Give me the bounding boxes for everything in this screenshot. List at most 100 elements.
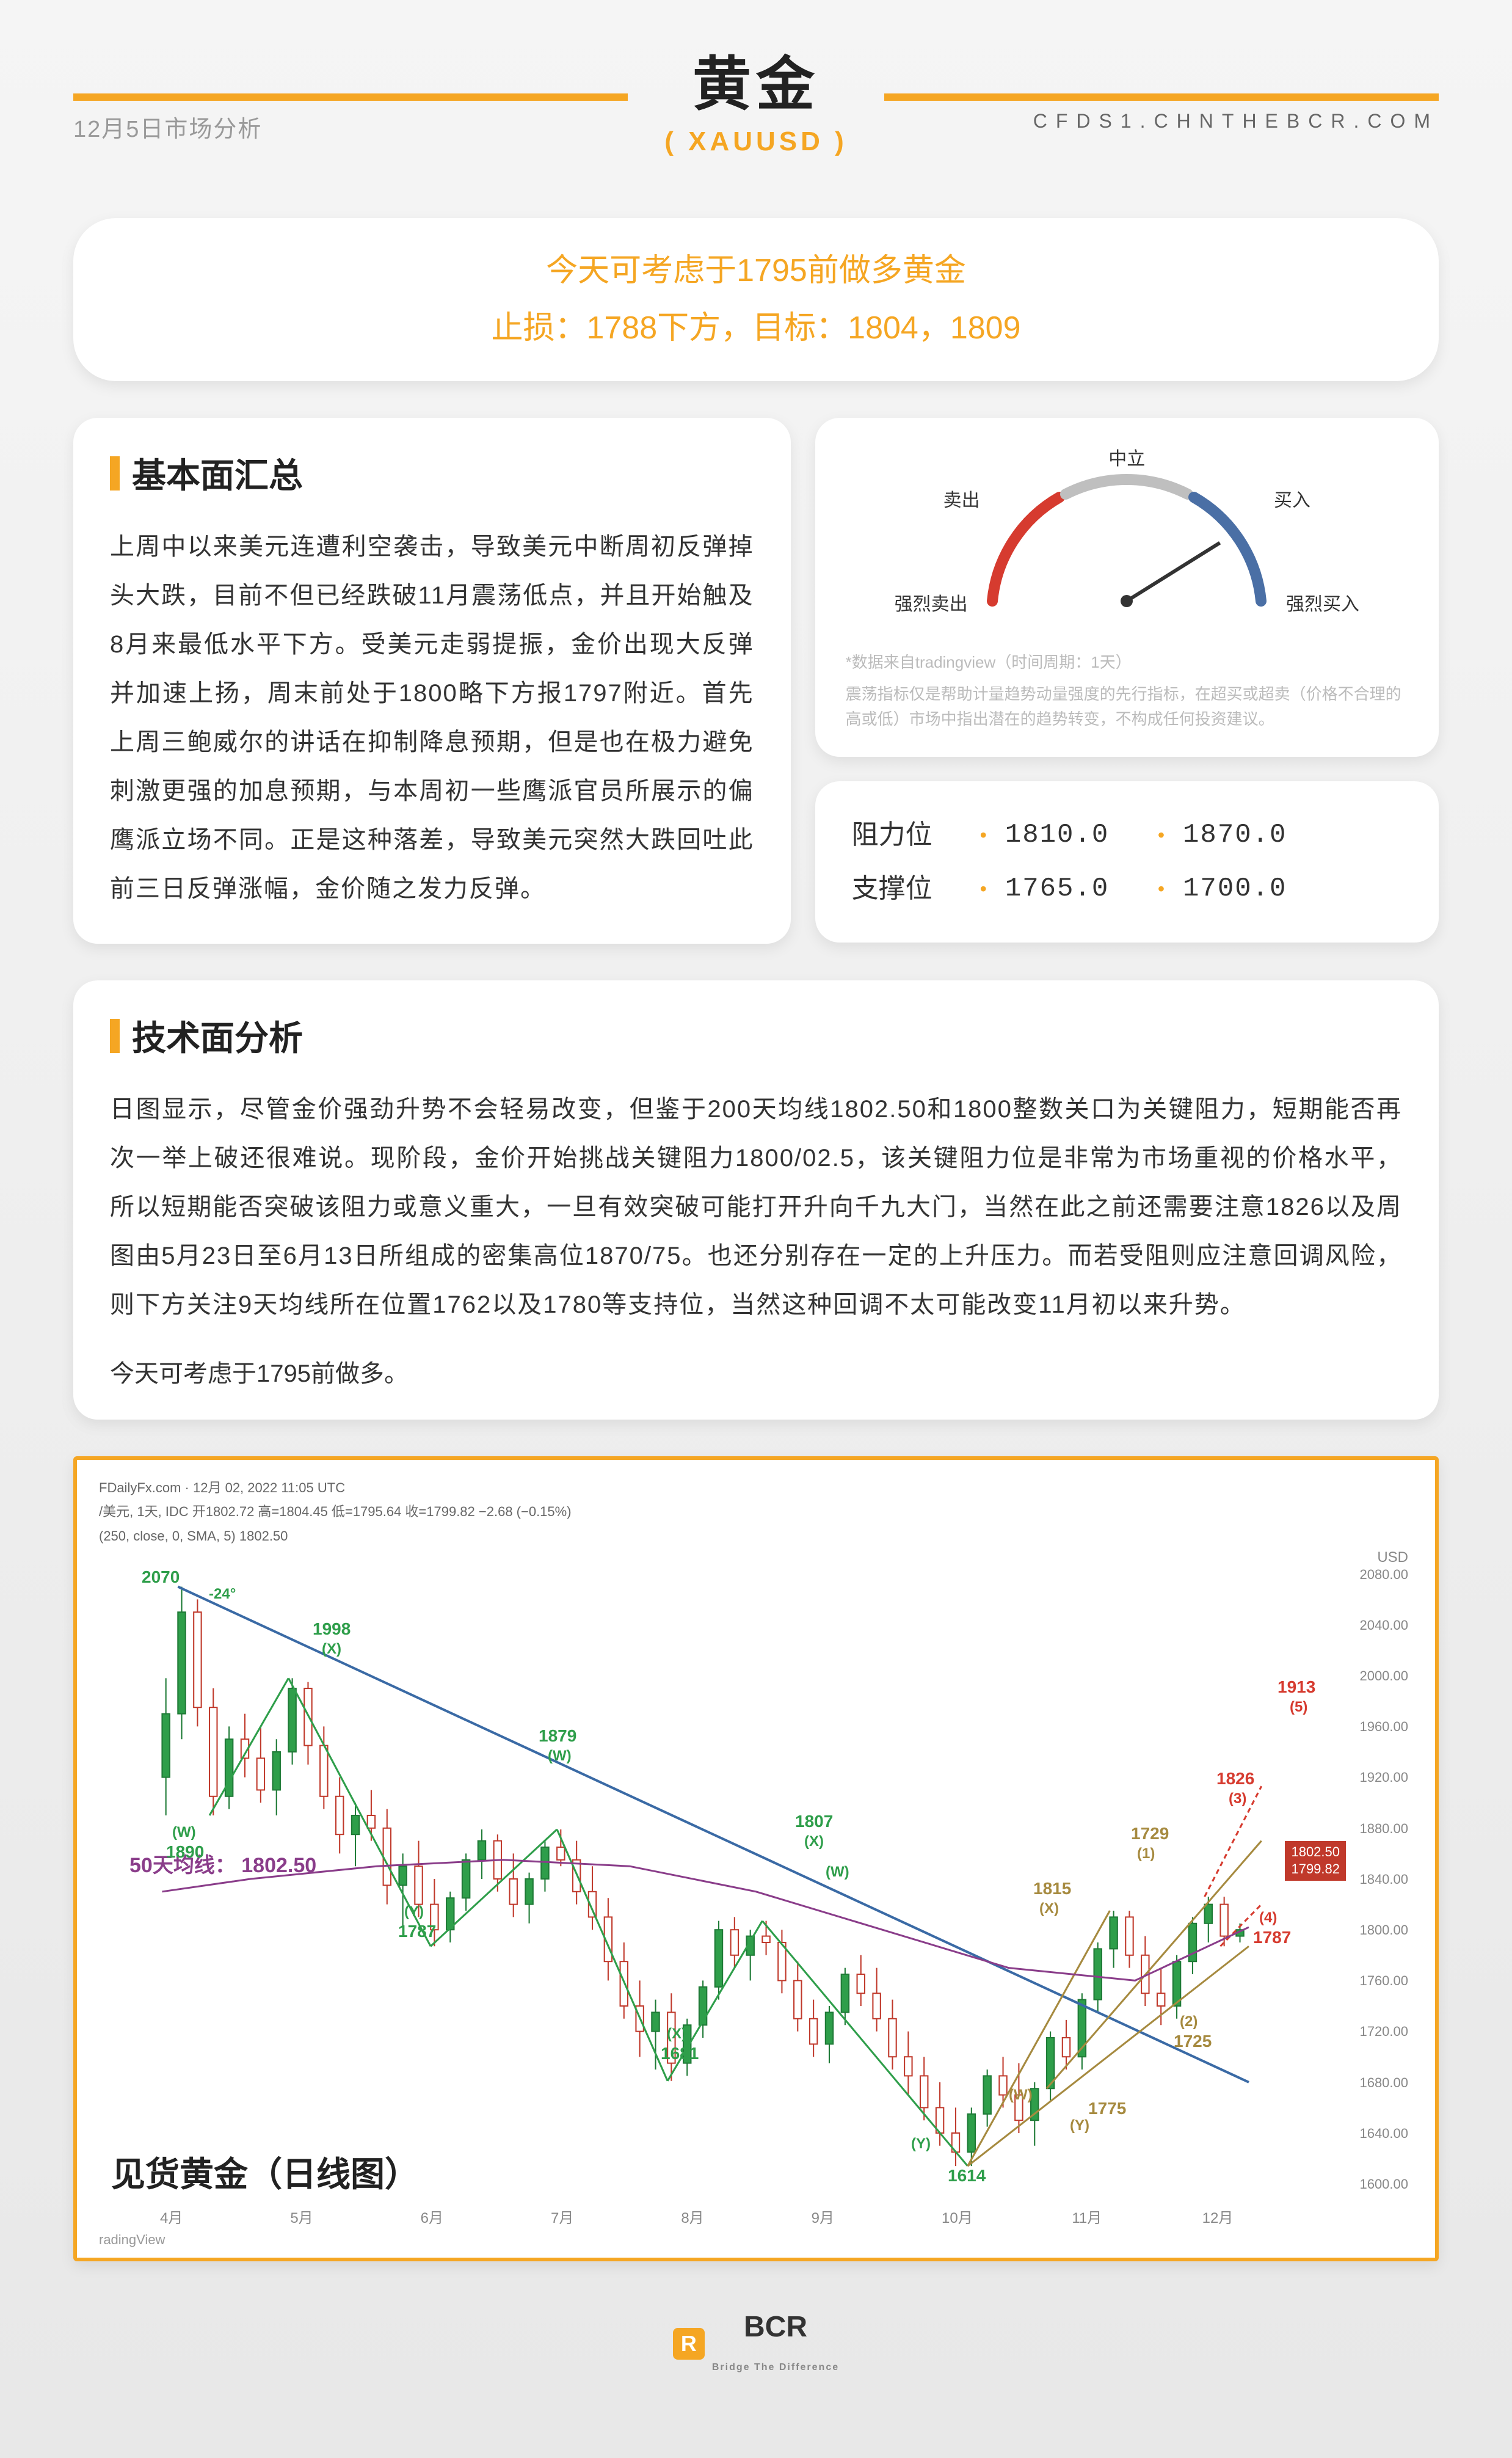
resistance-row: 阻力位 • 1810.0 • 1870.0 — [852, 808, 1402, 862]
chart-card: FDailyFx.com · 12月 02, 2022 11:05 UTC /美… — [73, 1456, 1439, 2261]
gauge-label-buy: 买入 — [1274, 485, 1310, 512]
ma-label: 50天均线： 1802.50 — [129, 1848, 316, 1878]
x-tick: 11月 — [1072, 2206, 1102, 2227]
header-rule-left — [73, 93, 628, 101]
brand-name: BCR — [744, 2311, 807, 2343]
chart-annotation: 1614 — [948, 2166, 986, 2186]
chart-annotation: 1826 — [1216, 1769, 1254, 1789]
page-header: 黄金 ( XAUUSD ) 12月5日市场分析 CFDS1.CHNTHEBCR.… — [73, 37, 1439, 157]
header-title-block: 黄金 ( XAUUSD ) — [628, 37, 884, 157]
y-tick: 1920.00 — [1359, 1770, 1408, 1785]
chart-annotation: 1879 — [539, 1726, 576, 1746]
chart-annotation: (3) — [1229, 1790, 1246, 1807]
y-tick: 2000.00 — [1359, 1668, 1408, 1684]
y-tick: 1680.00 — [1359, 2075, 1408, 2091]
gauge-svg — [937, 448, 1316, 632]
x-tick: 9月 — [812, 2206, 834, 2227]
candlestick-svg — [99, 1549, 1413, 2245]
gauge-label-strong-sell: 强烈卖出 — [895, 589, 968, 616]
technical-body: 日图显示，尽管金价强劲升势不会轻易改变，但鉴于200天均线1802.50和180… — [110, 1085, 1402, 1329]
y-tick: 1760.00 — [1359, 1973, 1408, 1989]
chart-annotation: (Y) — [911, 2135, 931, 2153]
price-box-2: 1799.82 — [1291, 1861, 1340, 1878]
chart-annotation: 1725 — [1174, 2032, 1212, 2051]
chart-annotation: 1775 — [1088, 2099, 1126, 2118]
resistance-1: 1810.0 — [1005, 808, 1139, 862]
y-tick: 1880.00 — [1359, 1821, 1408, 1837]
chart-annotation: (W) — [548, 1748, 572, 1765]
chart-annotation: 1807 — [795, 1812, 833, 1831]
chart-annotation: (4) — [1259, 1909, 1277, 1927]
fundamentals-body: 上周中以来美元连遭利空袭击，导致美元中断周初反弹掉头大跌，目前不但已经跌破11月… — [110, 522, 754, 913]
resistance-label: 阻力位 — [852, 808, 962, 862]
y-tick: 1600.00 — [1359, 2176, 1408, 2192]
x-tick: 7月 — [551, 2206, 573, 2227]
gauge-wrap: 中立 卖出 买入 强烈卖出 强烈买入 — [846, 448, 1408, 644]
gauge-label-neutral: 中立 — [1108, 443, 1145, 470]
chart-annotation: 1998 — [313, 1619, 351, 1639]
y-tick: 1840.00 — [1359, 1872, 1408, 1887]
chart-annotation: 1787 — [1253, 1928, 1291, 1947]
brand-icon: R — [673, 2328, 705, 2360]
chart-annotation: (X) — [804, 1833, 824, 1850]
bullet-icon: • — [980, 869, 987, 908]
x-tick: 6月 — [421, 2206, 443, 2227]
y-tick: 2080.00 — [1359, 1567, 1408, 1583]
chart-annotation: 1729 — [1131, 1824, 1169, 1844]
header-rule-right — [884, 93, 1439, 101]
levels-card: 阻力位 • 1810.0 • 1870.0 支撑位 • 1765.0 • 170… — [815, 781, 1439, 943]
gauge-note-2: 震荡指标仅是帮助计量趋势动量强度的先行指标，在超买或超卖（价格不合理的高或低）市… — [846, 682, 1408, 732]
x-tick: 5月 — [290, 2206, 313, 2227]
chart-annotation: (X) — [322, 1641, 341, 1658]
y-tick: 2040.00 — [1359, 1617, 1408, 1633]
chart-annotation: (W) — [172, 1824, 196, 1841]
chart-annotation: (Y) — [404, 1903, 424, 1920]
technical-card: 技术面分析 日图显示，尽管金价强劲升势不会轻易改变，但鉴于200天均线1802.… — [73, 980, 1439, 1420]
fundamentals-card: 基本面汇总 上周中以来美元连遭利空袭击，导致美元中断周初反弹掉头大跌，目前不但已… — [73, 418, 791, 944]
tradingview-credit: radingView — [99, 2232, 165, 2248]
x-tick: 8月 — [681, 2206, 703, 2227]
chart-annotation: (X) — [1039, 1900, 1059, 1917]
chart-annotation: (W) — [826, 1864, 849, 1881]
chart-annotation: (5) — [1290, 1699, 1307, 1716]
chart-annotation: -24° — [209, 1586, 236, 1603]
chart-annotation: 1913 — [1278, 1677, 1315, 1697]
title-main: 黄金 — [664, 37, 848, 122]
x-tick: 4月 — [160, 2206, 183, 2227]
chart-annotation: 2070 — [142, 1567, 180, 1587]
price-box-1: 1802.50 — [1291, 1844, 1340, 1861]
report-date: 12月5日市场分析 — [73, 110, 262, 144]
chart-area: USD 见货黄金（日线图） 50天均线： 1802.50 1802.50 179… — [99, 1549, 1413, 2245]
bullet-icon: • — [1158, 869, 1165, 908]
x-tick: 12月 — [1202, 2206, 1234, 2227]
y-axis-label: USD — [1377, 1549, 1408, 1566]
chart-annotation: 1890 — [166, 1842, 204, 1862]
resistance-2: 1870.0 — [1183, 808, 1317, 862]
y-tick: 1720.00 — [1359, 2024, 1408, 2040]
bullet-icon: • — [1158, 815, 1165, 855]
two-column-section: 基本面汇总 上周中以来美元连遭利空袭击，导致美元中断周初反弹掉头大跌，目前不但已… — [73, 418, 1439, 944]
chart-annotation: (X) — [667, 2026, 686, 2043]
gauge-note-1: *数据来自tradingview（时间周期：1天） — [846, 650, 1408, 676]
footer: R BCR Bridge The Difference — [73, 2310, 1439, 2377]
rec-line-2: 止损：1788下方，目标：1804，1809 — [110, 300, 1402, 357]
chart-instrument: /美元, 1天, IDC 开1802.72 高=1804.45 低=1795.6… — [99, 1501, 1413, 1522]
title-symbol: ( XAUUSD ) — [664, 126, 848, 157]
bullet-icon: • — [980, 815, 987, 855]
y-tick: 1640.00 — [1359, 2126, 1408, 2142]
recommendation-box: 今天可考虑于1795前做多黄金 止损：1788下方，目标：1804，1809 — [73, 218, 1439, 381]
rec-line-1: 今天可考虑于1795前做多黄金 — [110, 243, 1402, 300]
chart-annotation: 1787 — [398, 1922, 436, 1941]
chart-annotation: (Y) — [1070, 2117, 1089, 2134]
support-row: 支撑位 • 1765.0 • 1700.0 — [852, 862, 1402, 916]
brand-tagline: Bridge The Difference — [712, 2362, 839, 2372]
fundamentals-heading: 基本面汇总 — [110, 448, 754, 498]
technical-extra: 今天可考虑于1795前做多。 — [110, 1354, 1402, 1389]
x-tick: 10月 — [942, 2206, 973, 2227]
site-domain: CFDS1.CHNTHEBCR.COM — [1033, 110, 1439, 133]
chart-annotation: 1681 — [661, 2044, 699, 2063]
gauge-label-sell: 卖出 — [943, 485, 980, 512]
chart-annotation: 1815 — [1033, 1879, 1071, 1898]
chart-annotation: (2) — [1180, 2013, 1198, 2030]
price-box: 1802.50 1799.82 — [1285, 1841, 1346, 1881]
